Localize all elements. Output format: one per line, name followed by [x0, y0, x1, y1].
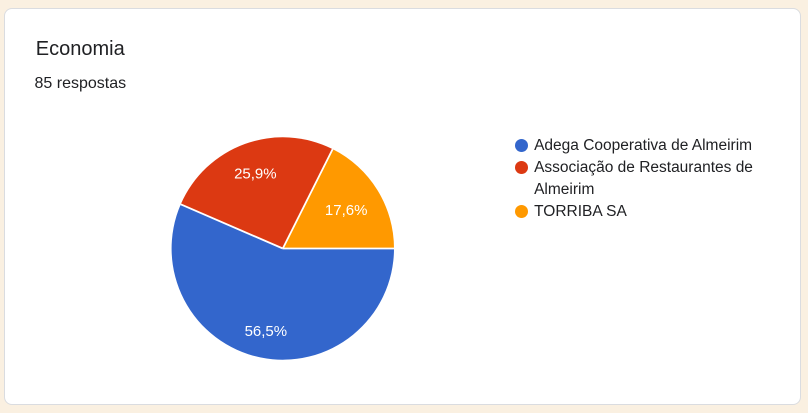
pie-slice-label-2: 25,9%	[234, 165, 277, 182]
chart-card: Economia 85 respostas 56,5% 25,9% 17,6% Ad…	[4, 8, 801, 405]
legend-item-2: Associação de Restaurantes de Almeirim	[515, 157, 760, 201]
legend-label-3: TORRIBA SA	[534, 202, 627, 220]
legend-label-1: Adega Cooperativa de Almeirim	[534, 136, 753, 154]
pie-slice-label-3: 17,6%	[325, 202, 368, 219]
legend-item-3: TORRIBA SA	[515, 201, 760, 223]
chart-legend: Adega Cooperativa de Almeirim Associação …	[515, 135, 760, 223]
legend-item-1: Adega Cooperativa de Almeirim	[515, 135, 760, 157]
pie-slice-3[interactable]	[282, 149, 394, 249]
legend-dot-3	[515, 204, 529, 218]
legend-dot-2	[515, 160, 529, 174]
pie-slice-1[interactable]	[171, 204, 394, 360]
pie-slice-label-1: 56,5%	[245, 323, 288, 340]
legend-label-2: Associação de Restaurantes de Almeirim	[534, 158, 753, 198]
pie-chart: 56,5% 25,9% 17,6%	[171, 137, 394, 360]
legend-dot-1	[515, 138, 529, 152]
pie-slice-separator-3	[281, 148, 334, 249]
chart-title: Economia	[35, 37, 125, 60]
pie-slice-separator-2	[180, 203, 284, 250]
responses-count: 85 respostas	[34, 75, 127, 92]
